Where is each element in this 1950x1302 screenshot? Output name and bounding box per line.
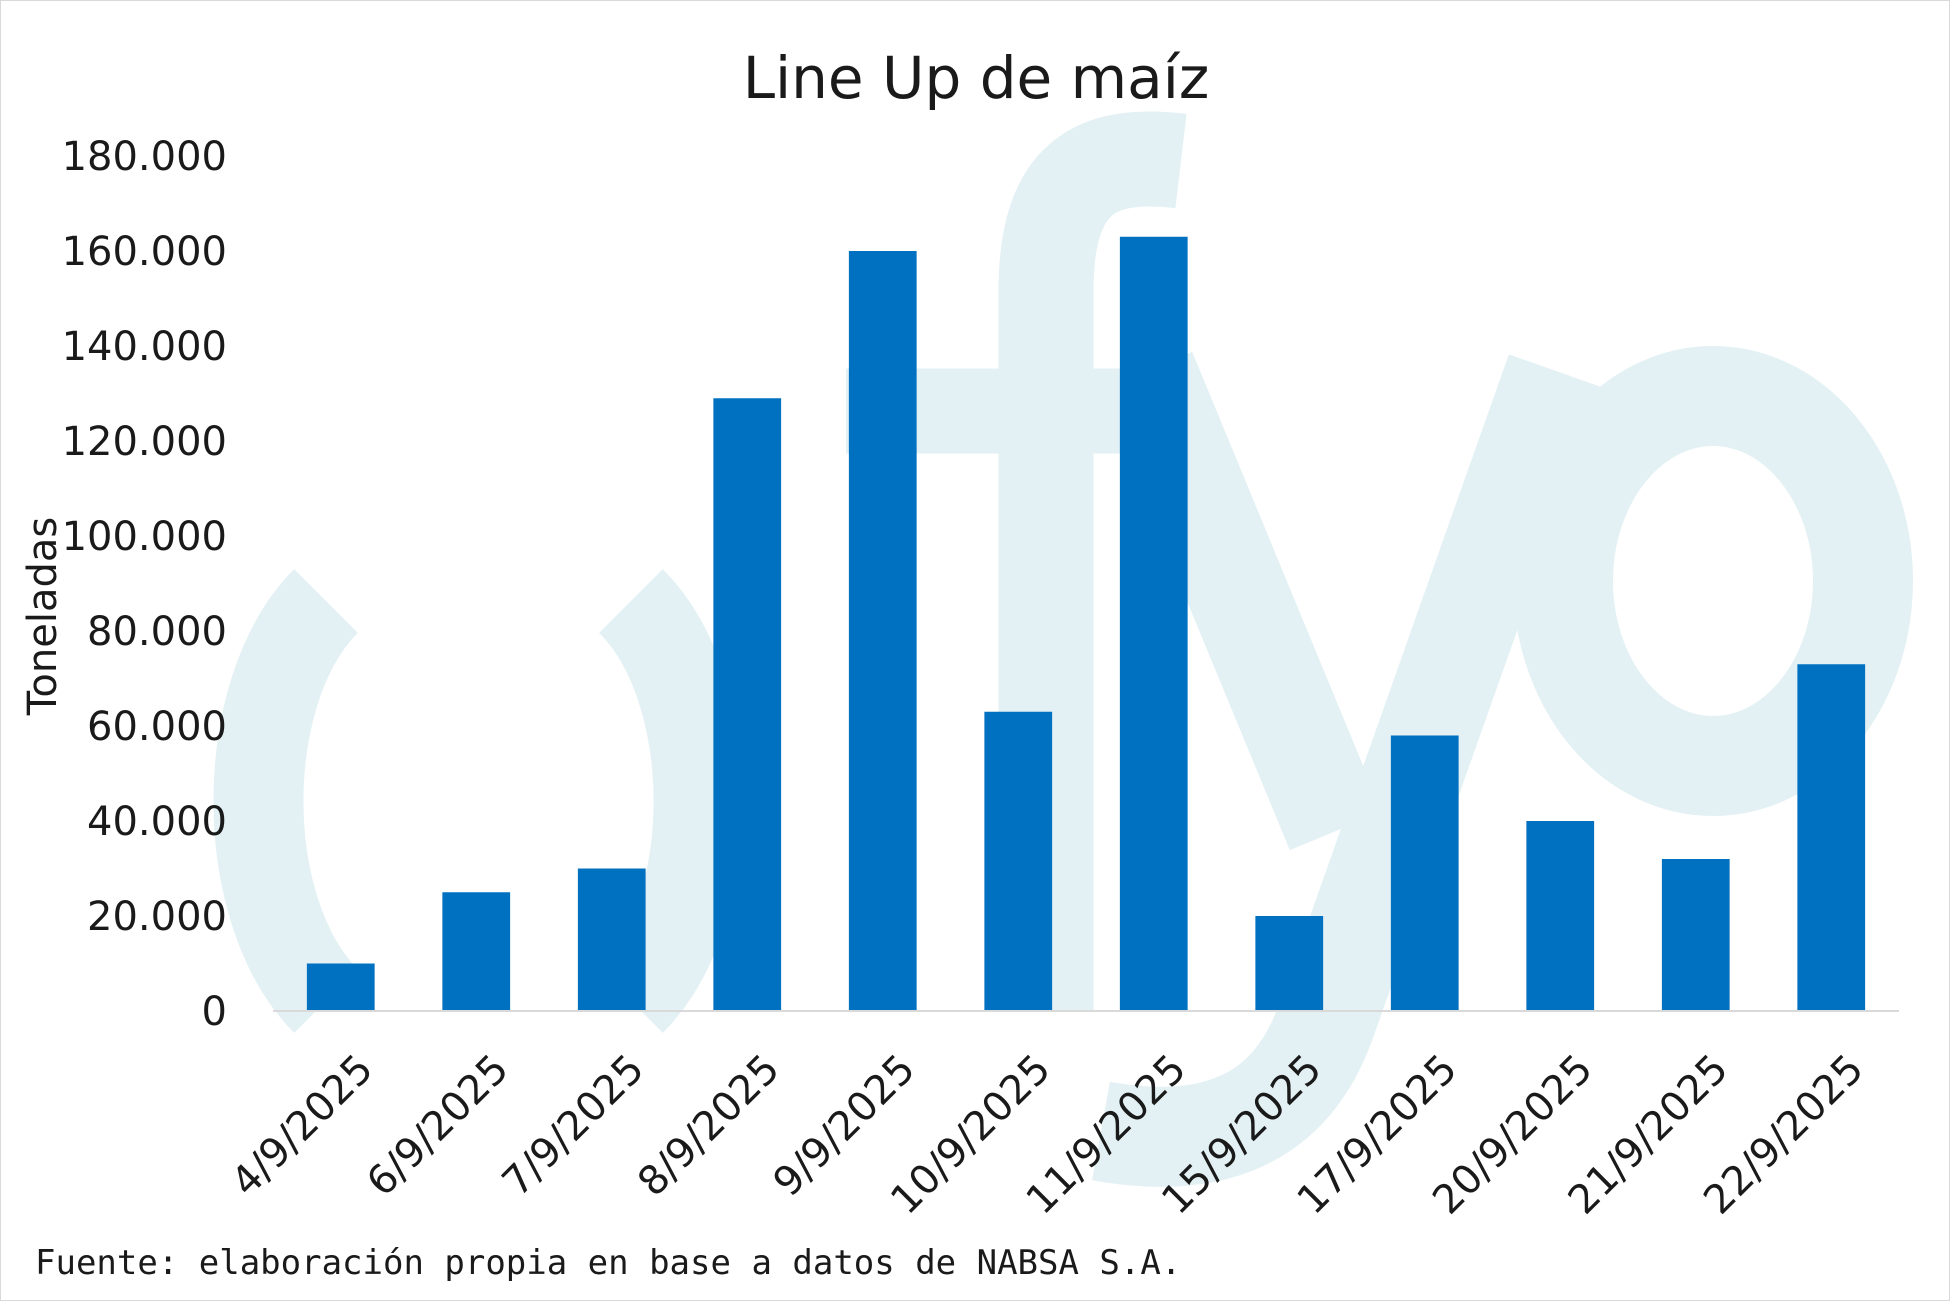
x-tick-label: 8/9/2025	[629, 1046, 789, 1206]
bar	[306, 963, 375, 1011]
watermark-left-paren	[213, 569, 360, 1033]
bar	[1255, 916, 1324, 1011]
bar	[442, 892, 511, 1011]
x-tick-label: 4/9/2025	[223, 1046, 383, 1206]
y-tick-label: 140.000	[62, 324, 227, 370]
y-tick-label: 180.000	[62, 134, 227, 180]
y-tick-label: 80.000	[87, 609, 227, 655]
chart-title: Line Up de maíz	[743, 44, 1210, 112]
y-axis-ticks: 0 20.000 40.000 60.000 80.000 100.000 120.000 1…	[62, 134, 227, 1035]
x-tick-label: 6/9/2025	[358, 1046, 518, 1206]
bar	[1119, 236, 1188, 1011]
bar	[1390, 735, 1459, 1011]
bars	[306, 236, 1866, 1011]
x-tick-label: 7/9/2025	[494, 1046, 654, 1206]
bar	[984, 711, 1053, 1011]
y-axis-label: Toneladas	[20, 517, 66, 716]
source-note: Fuente: elaboración propia en base a dat…	[35, 1243, 1182, 1283]
bar	[1526, 821, 1595, 1011]
watermark-o	[1513, 346, 1913, 816]
watermark-right-paren	[597, 569, 744, 1033]
y-tick-label: 120.000	[62, 419, 227, 465]
y-tick-label: 60.000	[87, 704, 227, 750]
watermark-y-right	[1092, 354, 1604, 1187]
x-axis-ticks: 4/9/20256/9/20257/9/20258/9/20259/9/2025…	[223, 1046, 1873, 1224]
y-tick-label: 100.000	[62, 514, 227, 560]
y-tick-label: 160.000	[62, 229, 227, 275]
y-tick-label: 40.000	[87, 799, 227, 845]
watermark-f-stem	[998, 111, 1187, 1011]
y-tick-label: 20.000	[87, 894, 227, 940]
bar	[1661, 859, 1730, 1011]
bar	[848, 251, 917, 1011]
y-tick-label: 0	[202, 989, 227, 1035]
bar	[577, 868, 646, 1011]
bar	[713, 398, 782, 1011]
bar	[1797, 664, 1866, 1011]
